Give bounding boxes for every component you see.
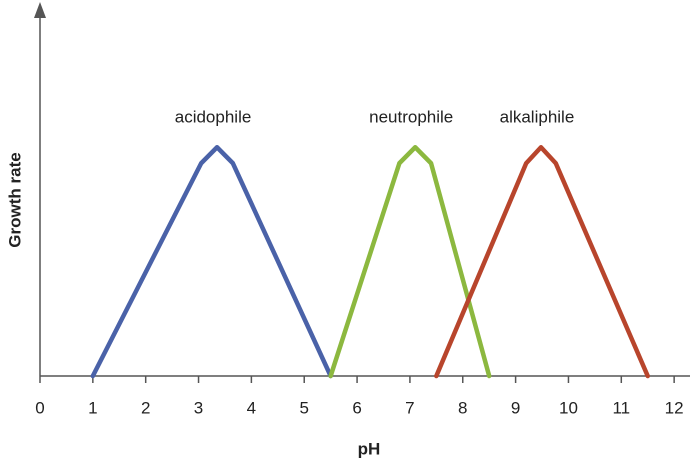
y-axis-label: Growth rate: [5, 152, 24, 247]
x-tick-label: 0: [35, 398, 44, 417]
x-tick-label: 3: [194, 398, 203, 417]
x-tick-label: 2: [141, 398, 150, 417]
y-axis-arrow: [34, 2, 46, 18]
growth-curve: [90, 145, 333, 379]
curve-label: alkaliphile: [500, 108, 575, 127]
x-tick-label: 12: [665, 398, 684, 417]
x-tick-label: 6: [352, 398, 361, 417]
curve-label: acidophile: [175, 108, 252, 127]
x-tick-label: 8: [458, 398, 467, 417]
x-tick-label: 9: [511, 398, 520, 417]
x-tick-label: 11: [612, 398, 630, 417]
growth-curve: [328, 145, 492, 379]
x-tick-label: 1: [88, 398, 97, 417]
curve-label: neutrophile: [369, 108, 453, 127]
x-tick-label: 10: [559, 398, 578, 417]
x-tick-label: 5: [299, 398, 308, 417]
x-axis-label: pH: [358, 439, 381, 458]
x-tick-label: 7: [405, 398, 414, 417]
x-tick-label: 4: [247, 398, 256, 417]
growth-curve: [434, 145, 650, 379]
